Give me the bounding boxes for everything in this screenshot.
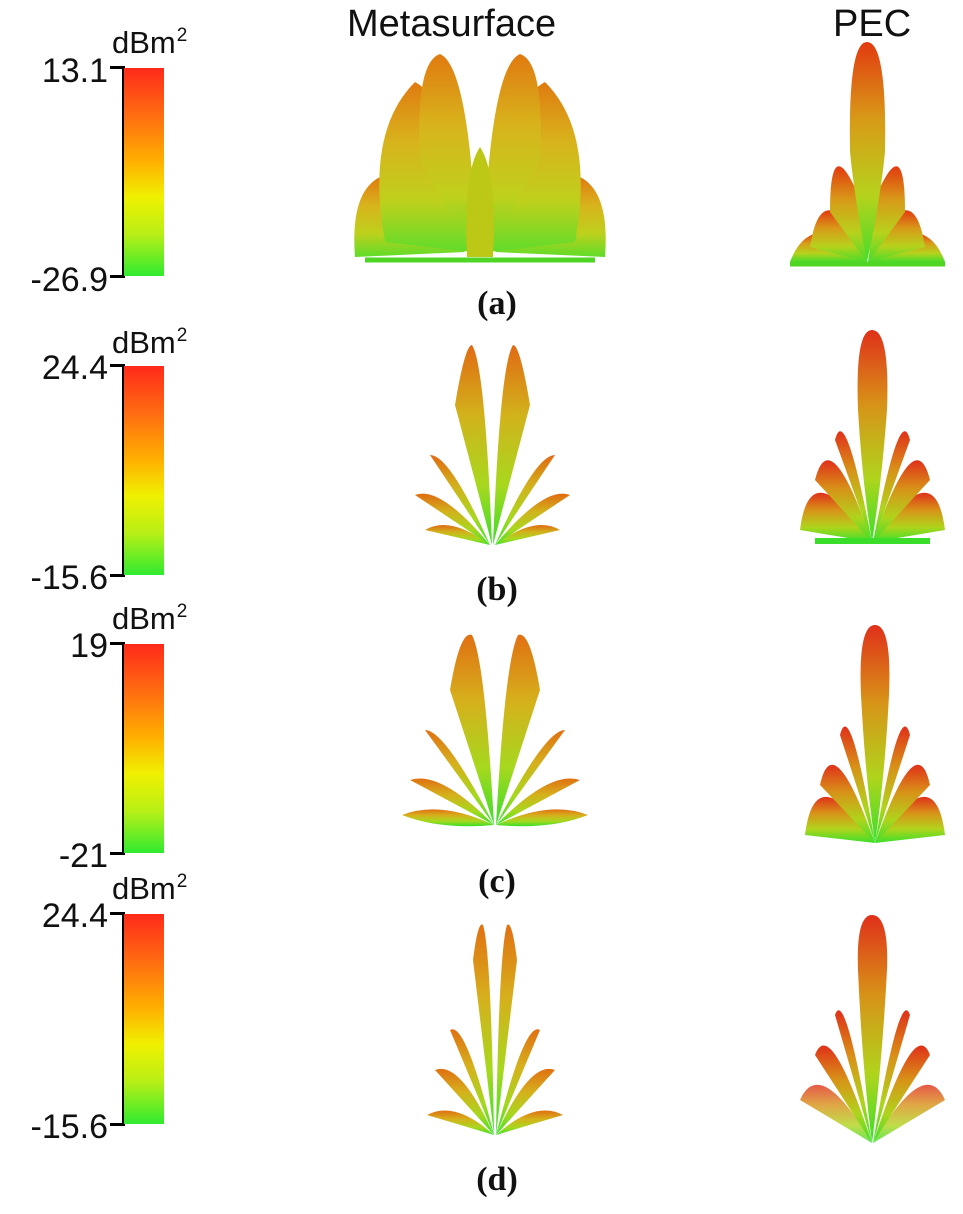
colorbar-max: 24.4	[41, 897, 108, 935]
colorbar-unit: dBm2	[112, 325, 188, 360]
colorbar	[124, 914, 164, 1124]
colorbar-max: 13.1	[41, 52, 108, 90]
rcs-pattern-metasurface	[427, 924, 563, 1135]
panel-label: (b)	[476, 571, 518, 608]
rcs-pattern-metasurface	[354, 54, 606, 263]
rcs-pattern-pec	[790, 42, 945, 267]
rcs-pattern-pec	[800, 915, 945, 1143]
rcs-pattern-metasurface	[402, 634, 588, 827]
colorbar	[124, 366, 164, 575]
rcs-pattern-metasurface	[415, 345, 570, 545]
rcs-pattern-pec	[805, 625, 945, 843]
panel-label: (d)	[476, 1161, 518, 1198]
panel-label: (c)	[478, 863, 516, 900]
colorbar-min: -15.6	[30, 1108, 109, 1146]
panel-label: (a)	[477, 285, 517, 322]
colorbar-max: 19	[70, 627, 108, 665]
colorbar-max: 24.4	[41, 349, 108, 387]
colorbar	[124, 68, 164, 276]
rcs-pattern-pec	[800, 330, 945, 544]
colorbar-min: -15.6	[30, 559, 109, 597]
colorbar-min: -26.9	[30, 261, 109, 299]
colorbar-unit: dBm2	[112, 871, 188, 906]
colorbar-unit: dBm2	[112, 25, 188, 60]
colorbar-min: -21	[58, 837, 108, 875]
column-header-metasurface: Metasurface	[347, 3, 557, 45]
colorbar	[124, 644, 164, 853]
column-header-pec: PEC	[833, 3, 912, 45]
colorbar-unit: dBm2	[112, 601, 188, 636]
